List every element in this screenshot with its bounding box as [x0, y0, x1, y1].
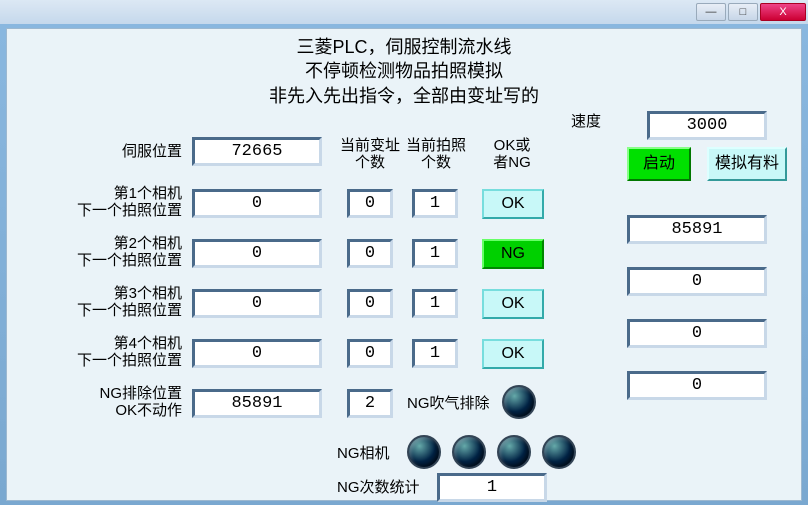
cam3-photo-field[interactable]: 1 [412, 289, 458, 318]
start-button[interactable]: 启动 [627, 147, 691, 181]
cam2-photo-field[interactable]: 1 [412, 239, 458, 268]
side-field-3[interactable]: 0 [627, 319, 767, 348]
ng-count-field[interactable]: 1 [437, 473, 547, 502]
cam3-status: OK [482, 289, 544, 319]
cam1-status: OK [482, 189, 544, 219]
cam4-label: 第4个相机 下一个拍照位置 [62, 335, 182, 370]
side-field-2[interactable]: 0 [627, 267, 767, 296]
servo-pos-field[interactable]: 72665 [192, 137, 322, 166]
ng-count-label: NG次数统计 [337, 479, 420, 496]
speed-field[interactable]: 3000 [647, 111, 767, 140]
ng-blow-label: NG吹气排除 [407, 395, 490, 412]
cam1-var-field[interactable]: 0 [347, 189, 393, 218]
title-line-3: 非先入先出指令，全部由变址写的 [7, 84, 801, 108]
minimize-button[interactable]: — [696, 3, 726, 21]
ng-camera-lamp-2 [452, 435, 486, 469]
ng-remove-pos-field[interactable]: 85891 [192, 389, 322, 418]
ng-camera-lamp-1 [407, 435, 441, 469]
sim-feed-button[interactable]: 模拟有料 [707, 147, 787, 181]
side-field-4[interactable]: 0 [627, 371, 767, 400]
ng-camera-lamp-4 [542, 435, 576, 469]
cam3-pos-field[interactable]: 0 [192, 289, 322, 318]
cam2-status: NG [482, 239, 544, 269]
cam4-status: OK [482, 339, 544, 369]
cam1-pos-field[interactable]: 0 [192, 189, 322, 218]
servo-pos-label: 伺服位置 [67, 143, 182, 160]
main-panel: 三菱PLC，伺服控制流水线 不停顿检测物品拍照模拟 非先入先出指令，全部由变址写… [6, 28, 802, 501]
cam4-pos-field[interactable]: 0 [192, 339, 322, 368]
ng-remove-var-field[interactable]: 2 [347, 389, 393, 418]
maximize-button[interactable]: □ [728, 3, 758, 21]
title-line-2: 不停顿检测物品拍照模拟 [7, 59, 801, 83]
side-field-1[interactable]: 85891 [627, 215, 767, 244]
cam4-var-field[interactable]: 0 [347, 339, 393, 368]
okng-header: OK或 者NG [477, 137, 547, 172]
cam2-pos-field[interactable]: 0 [192, 239, 322, 268]
cam3-label: 第3个相机 下一个拍照位置 [62, 285, 182, 320]
cam1-label: 第1个相机 下一个拍照位置 [62, 185, 182, 220]
cam2-label: 第2个相机 下一个拍照位置 [62, 235, 182, 270]
ng-camera-lamp-3 [497, 435, 531, 469]
photo-count-header: 当前拍照 个数 [401, 137, 471, 172]
cam2-var-field[interactable]: 0 [347, 239, 393, 268]
var-count-header: 当前变址 个数 [335, 137, 405, 172]
close-button[interactable]: X [760, 3, 806, 21]
cam4-photo-field[interactable]: 1 [412, 339, 458, 368]
ng-blow-lamp [502, 385, 536, 419]
speed-label: 速度 [571, 113, 601, 130]
title-line-1: 三菱PLC，伺服控制流水线 [7, 35, 801, 59]
window-titlebar: — □ X [0, 0, 808, 24]
ng-remove-label: NG排除位置 OK不动作 [62, 385, 182, 420]
title-block: 三菱PLC，伺服控制流水线 不停顿检测物品拍照模拟 非先入先出指令，全部由变址写… [7, 29, 801, 108]
cam1-photo-field[interactable]: 1 [412, 189, 458, 218]
cam3-var-field[interactable]: 0 [347, 289, 393, 318]
ng-camera-label: NG相机 [337, 445, 390, 462]
